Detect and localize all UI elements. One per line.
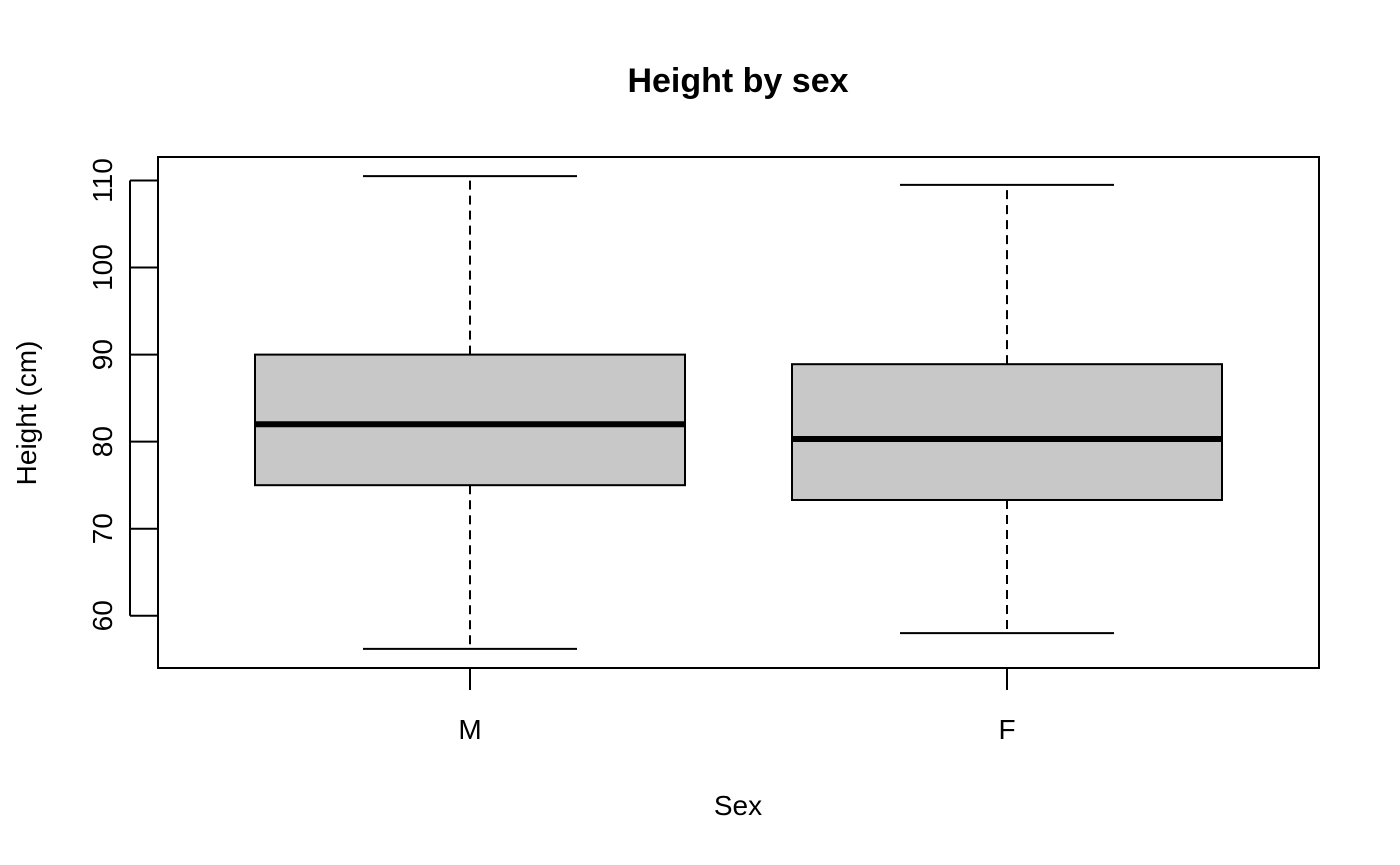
y-axis-label: Height (cm): [11, 341, 42, 486]
iqr-box-F: [791, 363, 1223, 501]
x-tick-label-M: M: [458, 714, 481, 745]
y-tick-label-110: 110: [87, 158, 118, 203]
y-tick-label-100: 100: [87, 244, 118, 291]
y-tick-label-90: 90: [87, 339, 118, 370]
y-tick-label-80: 80: [87, 426, 118, 457]
x-tick-label-F: F: [998, 714, 1015, 745]
y-axis: 60 70 80 90 100 110: [87, 158, 158, 631]
y-tick-label-60: 60: [87, 600, 118, 631]
x-axis-label: Sex: [714, 790, 762, 821]
box-group-F: [791, 183, 1223, 635]
box-group-M: [254, 175, 686, 650]
chart-title: Height by sex: [627, 62, 848, 100]
plot-frame: [157, 156, 1320, 669]
y-tick-label-70: 70: [87, 513, 118, 544]
boxes-layer: [254, 175, 1223, 650]
iqr-box-M: [254, 353, 686, 487]
